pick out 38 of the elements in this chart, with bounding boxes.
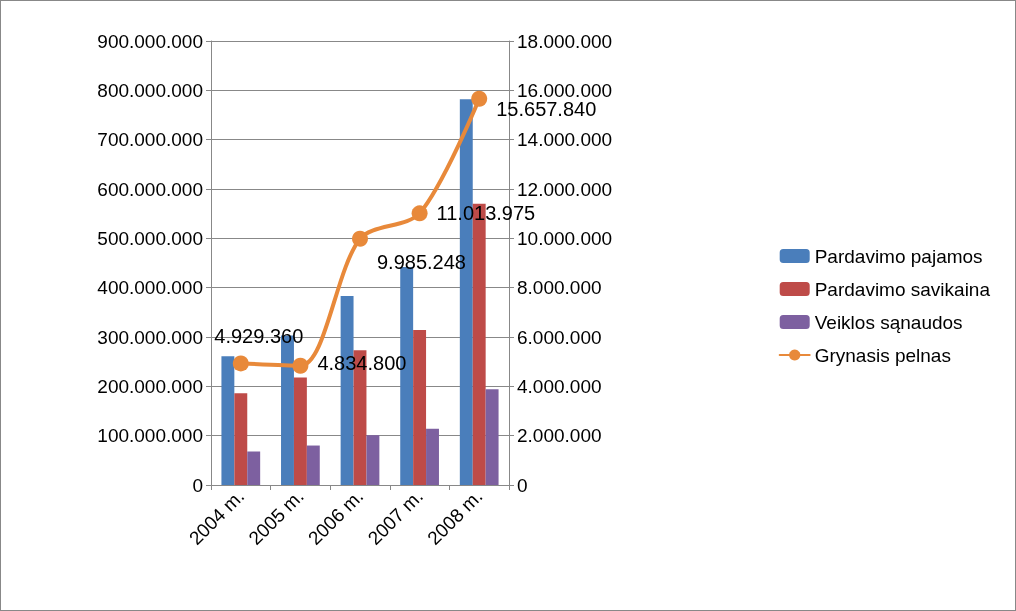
- y2-tick-label: 14.000.000: [517, 129, 613, 151]
- bar: [247, 451, 261, 485]
- point: [232, 355, 249, 372]
- y2-tick-label: 8.000.000: [517, 277, 602, 299]
- y-tick-label: 800.000.000: [97, 79, 203, 101]
- point: [471, 90, 488, 107]
- bar: [221, 356, 235, 485]
- y-tick-label: 700.000.000: [97, 129, 203, 151]
- bar: [293, 377, 307, 485]
- legend-label: Pardavimo pajamos: [814, 245, 983, 267]
- y2-tick-label: 4.000.000: [517, 375, 602, 397]
- legend-label: Veiklos sąnaudos: [814, 311, 963, 333]
- y2-tick-label: 2.000.000: [517, 425, 602, 447]
- bar: [306, 445, 320, 485]
- bar: [413, 330, 427, 485]
- y-tick-label: 600.000.000: [97, 178, 203, 200]
- legend-label: Pardavimo savikaina: [814, 278, 991, 300]
- point: [292, 357, 309, 374]
- y2-tick-label: 6.000.000: [517, 326, 602, 348]
- y2-tick-label: 18.000.000: [517, 30, 613, 52]
- y-tick-label: 0: [192, 474, 203, 496]
- y-tick-label: 400.000.000: [97, 277, 203, 299]
- y2-tick-label: 10.000.000: [517, 227, 613, 249]
- bar: [366, 435, 380, 485]
- y2-tick-label: 0: [517, 474, 528, 496]
- y-tick-label: 200.000.000: [97, 375, 203, 397]
- point: [411, 205, 428, 222]
- legend-label: Grynasis pelnas: [814, 344, 951, 366]
- y-tick-label: 900.000.000: [97, 30, 203, 52]
- data-label: 4.929.360: [214, 325, 304, 348]
- y-tick-label: 100.000.000: [97, 425, 203, 447]
- point: [352, 230, 368, 247]
- y-tick-label: 500.000.000: [97, 227, 203, 249]
- bar: [485, 389, 499, 485]
- y2-tick-label: 12.000.000: [517, 178, 613, 200]
- bar: [234, 393, 248, 485]
- y-tick-label: 300.000.000: [97, 326, 203, 348]
- bar: [426, 428, 439, 485]
